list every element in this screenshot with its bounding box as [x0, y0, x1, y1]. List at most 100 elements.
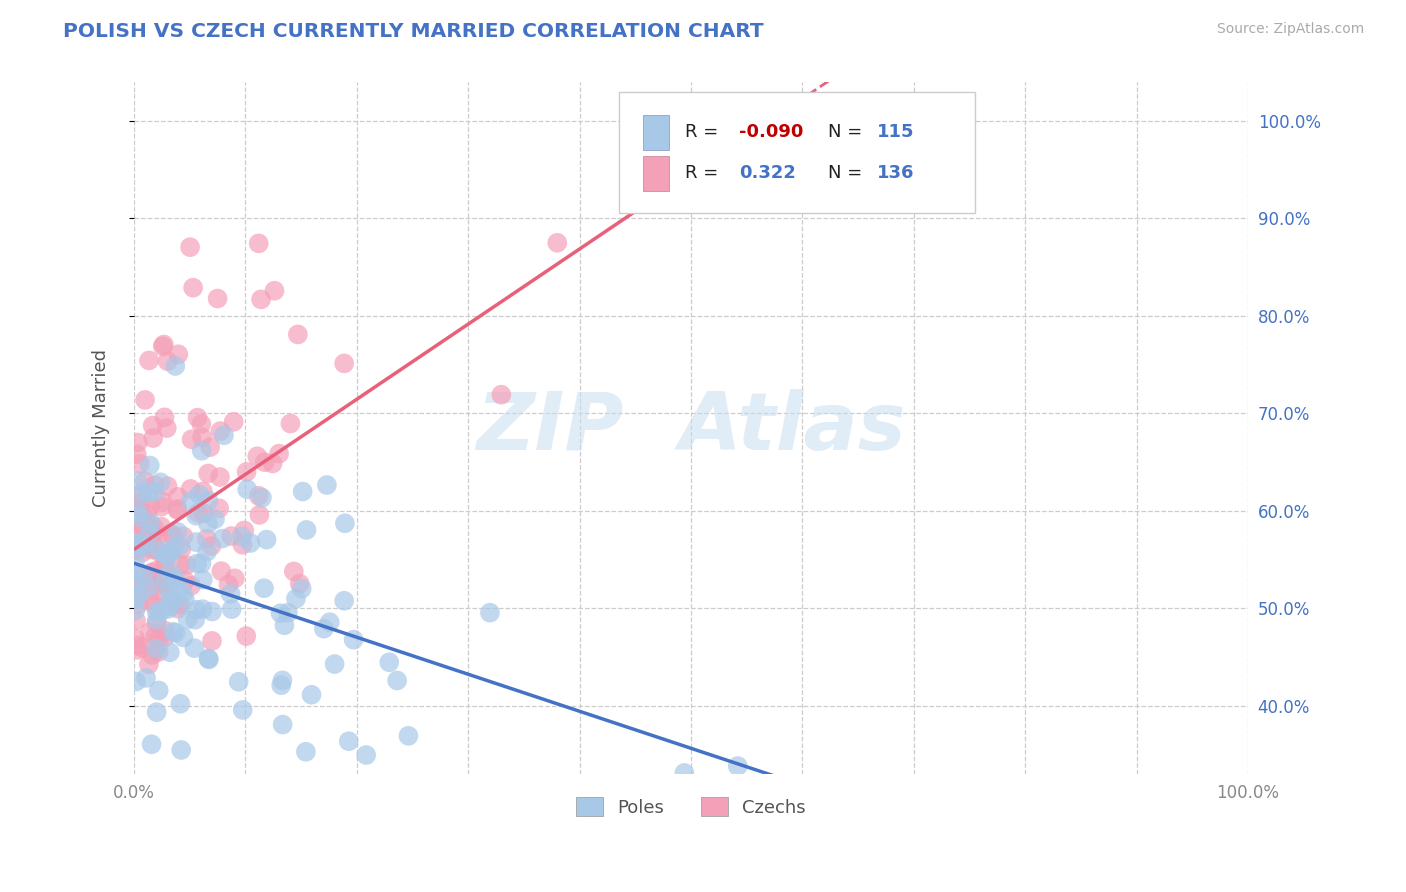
Point — [138, 580, 160, 594]
Text: -0.090: -0.090 — [740, 123, 803, 142]
Point — [239, 536, 262, 550]
Point — [491, 387, 513, 401]
Point — [155, 551, 177, 566]
Legend: Poles, Czechs: Poles, Czechs — [569, 790, 813, 824]
Point — [143, 521, 166, 535]
Point — [153, 624, 176, 638]
Point — [138, 593, 160, 607]
Point — [165, 595, 187, 609]
Point — [478, 606, 501, 620]
Point — [128, 457, 150, 471]
Point — [253, 455, 276, 469]
Point — [250, 293, 273, 307]
Point — [250, 491, 273, 505]
Point — [143, 484, 166, 499]
Point — [187, 506, 209, 520]
Point — [128, 579, 150, 593]
Point — [190, 557, 212, 571]
Point — [162, 528, 184, 542]
Point — [187, 410, 209, 425]
Point — [131, 495, 153, 509]
Point — [235, 465, 257, 479]
Point — [153, 337, 176, 351]
Point — [155, 576, 177, 591]
Point — [146, 613, 169, 627]
Text: Source: ZipAtlas.com: Source: ZipAtlas.com — [1216, 22, 1364, 37]
Point — [228, 674, 250, 689]
Point — [131, 486, 153, 500]
FancyBboxPatch shape — [643, 156, 669, 191]
Point — [183, 641, 205, 656]
Point — [128, 510, 150, 524]
Point — [247, 236, 270, 251]
Point — [190, 417, 212, 431]
Point — [135, 515, 157, 529]
Point — [153, 410, 176, 425]
Point — [125, 447, 148, 461]
Point — [208, 501, 231, 516]
Point — [333, 516, 356, 531]
Text: N =: N = — [828, 123, 868, 142]
Point — [159, 599, 181, 614]
Point — [141, 737, 163, 751]
Point — [153, 631, 176, 645]
Point — [231, 529, 253, 543]
Point — [170, 541, 193, 556]
Point — [169, 558, 191, 572]
Point — [124, 524, 146, 538]
Point — [127, 474, 149, 488]
Point — [157, 546, 180, 560]
Point — [167, 347, 190, 361]
Point — [385, 673, 408, 688]
FancyBboxPatch shape — [643, 115, 669, 150]
Point — [149, 584, 172, 599]
Point — [152, 339, 174, 353]
Point — [288, 576, 311, 591]
Point — [143, 599, 166, 613]
Point — [156, 421, 179, 435]
Text: 136: 136 — [877, 164, 914, 182]
Point — [157, 583, 180, 598]
Point — [219, 529, 242, 543]
Point — [148, 632, 170, 646]
Point — [131, 640, 153, 655]
Point — [132, 522, 155, 536]
Point — [201, 633, 224, 648]
Text: 0.322: 0.322 — [740, 164, 796, 182]
Point — [277, 606, 299, 620]
Point — [167, 601, 190, 615]
Point — [172, 587, 194, 601]
Point — [233, 524, 256, 538]
Point — [159, 565, 181, 579]
Point — [142, 418, 165, 433]
Point — [197, 516, 219, 531]
Point — [153, 566, 176, 580]
Point — [124, 543, 146, 558]
Point — [149, 543, 172, 558]
Point — [125, 536, 148, 550]
Point — [169, 539, 191, 553]
Point — [125, 489, 148, 503]
Point — [247, 489, 270, 503]
Point — [141, 582, 163, 597]
Point — [124, 566, 146, 580]
Point — [156, 569, 179, 583]
Point — [354, 747, 377, 762]
Point — [134, 527, 156, 541]
Point — [253, 581, 276, 595]
Point — [139, 458, 162, 473]
Point — [295, 745, 318, 759]
Point — [141, 542, 163, 557]
Point — [145, 629, 167, 643]
Point — [169, 697, 191, 711]
Point — [176, 612, 198, 626]
Point — [235, 629, 257, 643]
Point — [148, 529, 170, 543]
Point — [129, 533, 152, 547]
Point — [271, 717, 294, 731]
Point — [166, 490, 188, 504]
Point — [396, 729, 419, 743]
Point — [224, 571, 246, 585]
Point — [135, 671, 157, 685]
Point — [162, 624, 184, 639]
